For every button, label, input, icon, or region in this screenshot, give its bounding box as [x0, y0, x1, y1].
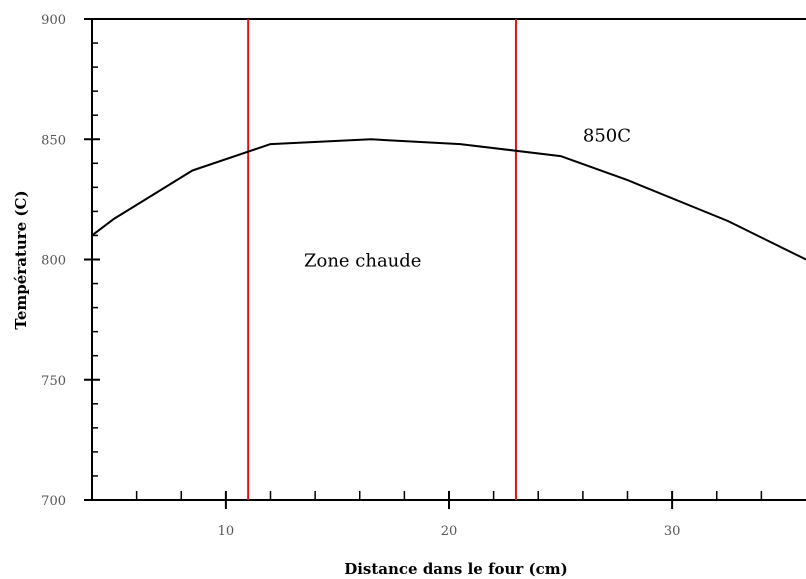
plot-area: Zone chaude 850C: [91, 18, 806, 501]
tick-labels: 700 750 800 850 900 10 20 30: [41, 13, 680, 539]
y-tick-label: 800: [41, 254, 66, 269]
temperature-annotation: 850C: [583, 126, 631, 147]
hot-zone-label: Zone chaude: [304, 251, 421, 272]
x-tick-label: 20: [441, 524, 458, 539]
y-tick-label: 850: [41, 133, 66, 148]
y-tick-label: 900: [41, 13, 66, 28]
x-tick-label: 30: [664, 524, 681, 539]
temperature-series-line: [91, 138, 806, 261]
axis-ticks: [84, 18, 763, 509]
y-axis-title: Température (C): [12, 190, 30, 329]
y-tick-label: 750: [41, 374, 66, 389]
x-axis-title: Distance dans le four (cm): [344, 560, 568, 578]
y-tick-label: 700: [41, 494, 66, 509]
x-tick-label: 10: [218, 524, 235, 539]
